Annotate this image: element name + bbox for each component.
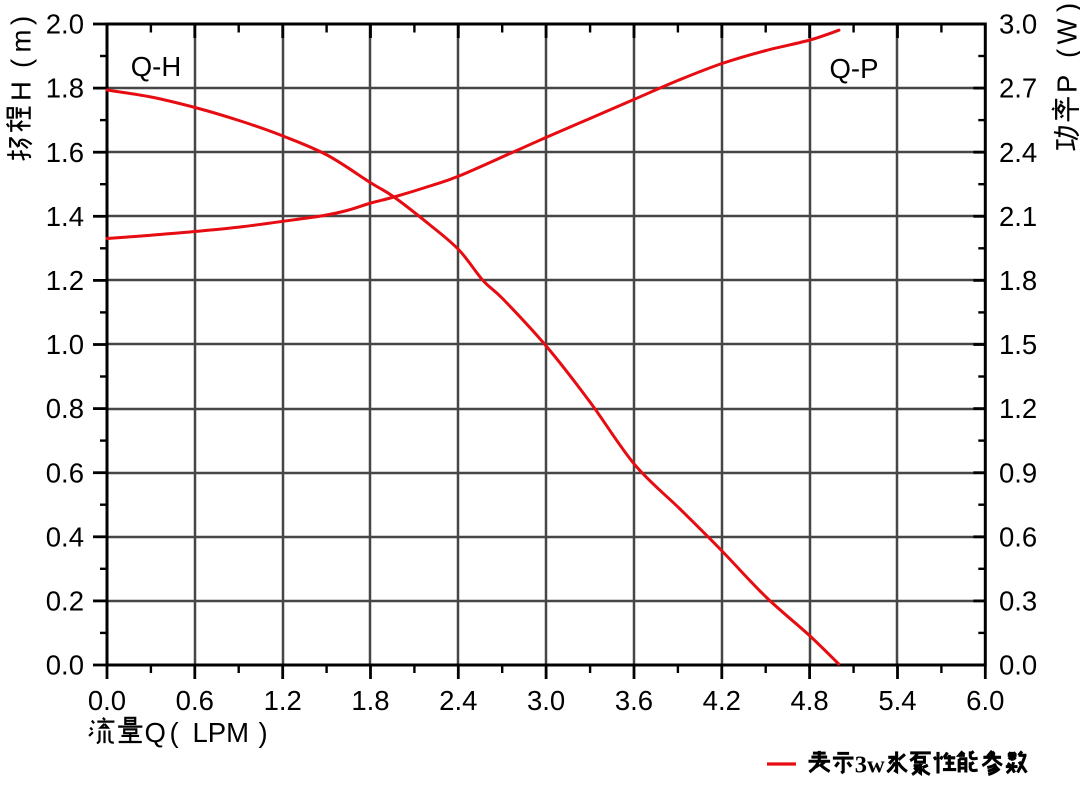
svg-text:1.2: 1.2 — [264, 685, 302, 716]
svg-text:(: ( — [170, 717, 179, 748]
svg-text:1.0: 1.0 — [46, 329, 84, 360]
svg-text:6.0: 6.0 — [966, 685, 1004, 716]
svg-text:1.2: 1.2 — [999, 393, 1037, 424]
svg-text:LPM: LPM — [193, 717, 250, 748]
svg-text:Q-P: Q-P — [830, 53, 879, 84]
svg-text:1.8: 1.8 — [999, 265, 1037, 296]
svg-text:): ) — [6, 16, 37, 25]
svg-text:0.8: 0.8 — [46, 393, 84, 424]
svg-text:P: P — [1052, 75, 1080, 93]
svg-text:2.4: 2.4 — [999, 137, 1037, 168]
svg-text:3.0: 3.0 — [527, 685, 565, 716]
svg-text:W: W — [1052, 19, 1080, 45]
svg-text:3.6: 3.6 — [615, 685, 653, 716]
svg-text:(: ( — [6, 59, 37, 68]
svg-text:Q-H: Q-H — [131, 51, 181, 82]
svg-text:m: m — [6, 30, 37, 53]
svg-text:4.2: 4.2 — [703, 685, 741, 716]
svg-text:0.4: 0.4 — [46, 521, 84, 552]
svg-text:0.2: 0.2 — [46, 586, 84, 617]
svg-text:0.9: 0.9 — [999, 457, 1037, 488]
svg-text:1.8: 1.8 — [351, 685, 389, 716]
svg-text:H: H — [6, 81, 37, 101]
svg-text:4.8: 4.8 — [790, 685, 828, 716]
svg-text:0.0: 0.0 — [46, 650, 84, 681]
svg-text:5.4: 5.4 — [878, 685, 916, 716]
svg-text:1.8: 1.8 — [46, 73, 84, 104]
svg-text:0.6: 0.6 — [999, 521, 1037, 552]
svg-text:): ) — [259, 717, 268, 748]
svg-text:2.1: 2.1 — [999, 201, 1037, 232]
svg-text:0.6: 0.6 — [176, 685, 214, 716]
svg-text:2.7: 2.7 — [999, 73, 1037, 104]
svg-text:3.0: 3.0 — [999, 9, 1037, 40]
svg-text:0.6: 0.6 — [46, 457, 84, 488]
svg-text:1.6: 1.6 — [46, 137, 84, 168]
svg-text:): ) — [1052, 3, 1080, 12]
svg-text:1.4: 1.4 — [46, 201, 84, 232]
svg-text:1.5: 1.5 — [999, 329, 1037, 360]
svg-text:3w: 3w — [855, 752, 885, 779]
svg-text:2.4: 2.4 — [439, 685, 477, 716]
svg-text:0.0: 0.0 — [999, 650, 1037, 681]
svg-text:(: ( — [1052, 49, 1080, 58]
svg-text:2.0: 2.0 — [46, 9, 84, 40]
svg-text:0.0: 0.0 — [88, 685, 126, 716]
svg-text:1.2: 1.2 — [46, 265, 84, 296]
svg-text:0.3: 0.3 — [999, 586, 1037, 617]
svg-text:Q: Q — [145, 717, 166, 748]
